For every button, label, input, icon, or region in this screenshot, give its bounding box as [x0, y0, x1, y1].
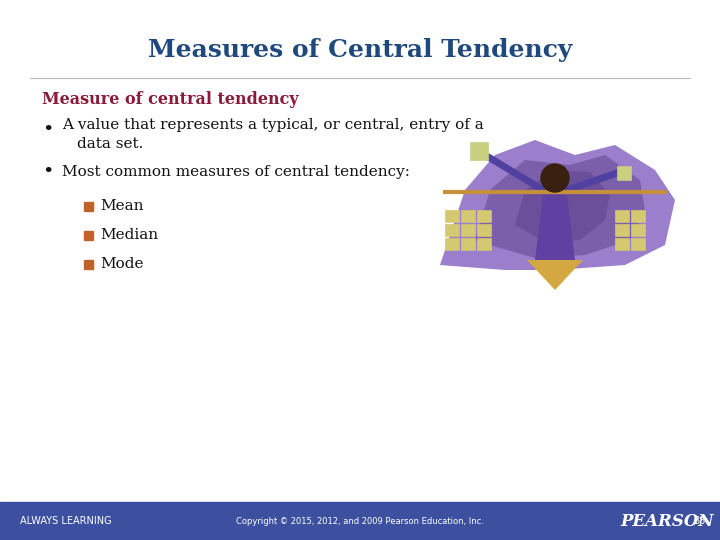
Text: Median: Median: [100, 228, 158, 242]
Bar: [477, 210, 491, 222]
Bar: [0, 502, 720, 540]
Bar: [445, 224, 459, 236]
Bar: [445, 238, 459, 250]
Bar: [615, 224, 629, 236]
Text: Measure of central tendency: Measure of central tendency: [42, 91, 299, 109]
Bar: [461, 210, 475, 222]
Bar: [84, 260, 93, 269]
Text: PEARSON: PEARSON: [620, 512, 714, 530]
Text: ALWAYS LEARNING: ALWAYS LEARNING: [20, 516, 112, 526]
Bar: [631, 238, 645, 250]
Bar: [615, 238, 629, 250]
Bar: [617, 166, 631, 180]
Bar: [615, 210, 629, 222]
Polygon shape: [535, 195, 575, 260]
Polygon shape: [475, 155, 645, 258]
Polygon shape: [515, 170, 610, 242]
Bar: [631, 224, 645, 236]
Bar: [477, 224, 491, 236]
Text: data set.: data set.: [77, 137, 143, 151]
Bar: [84, 202, 93, 211]
Text: 88: 88: [694, 516, 706, 526]
Bar: [461, 238, 475, 250]
Circle shape: [541, 164, 569, 192]
Text: Mode: Mode: [100, 257, 143, 271]
Text: Measures of Central Tendency: Measures of Central Tendency: [148, 38, 572, 62]
Text: Most common measures of central tendency:: Most common measures of central tendency…: [62, 165, 410, 179]
Bar: [445, 210, 459, 222]
Bar: [461, 224, 475, 236]
Polygon shape: [527, 260, 583, 290]
Bar: [470, 142, 488, 160]
Polygon shape: [440, 140, 675, 270]
Bar: [477, 238, 491, 250]
Text: A value that represents a typical, or central, entry of a: A value that represents a typical, or ce…: [62, 118, 484, 132]
Bar: [84, 231, 93, 240]
Text: •: •: [42, 163, 53, 181]
Text: •: •: [42, 121, 53, 139]
Text: Copyright © 2015, 2012, and 2009 Pearson Education, Inc.: Copyright © 2015, 2012, and 2009 Pearson…: [236, 516, 484, 525]
Bar: [631, 210, 645, 222]
Text: Mean: Mean: [100, 199, 143, 213]
